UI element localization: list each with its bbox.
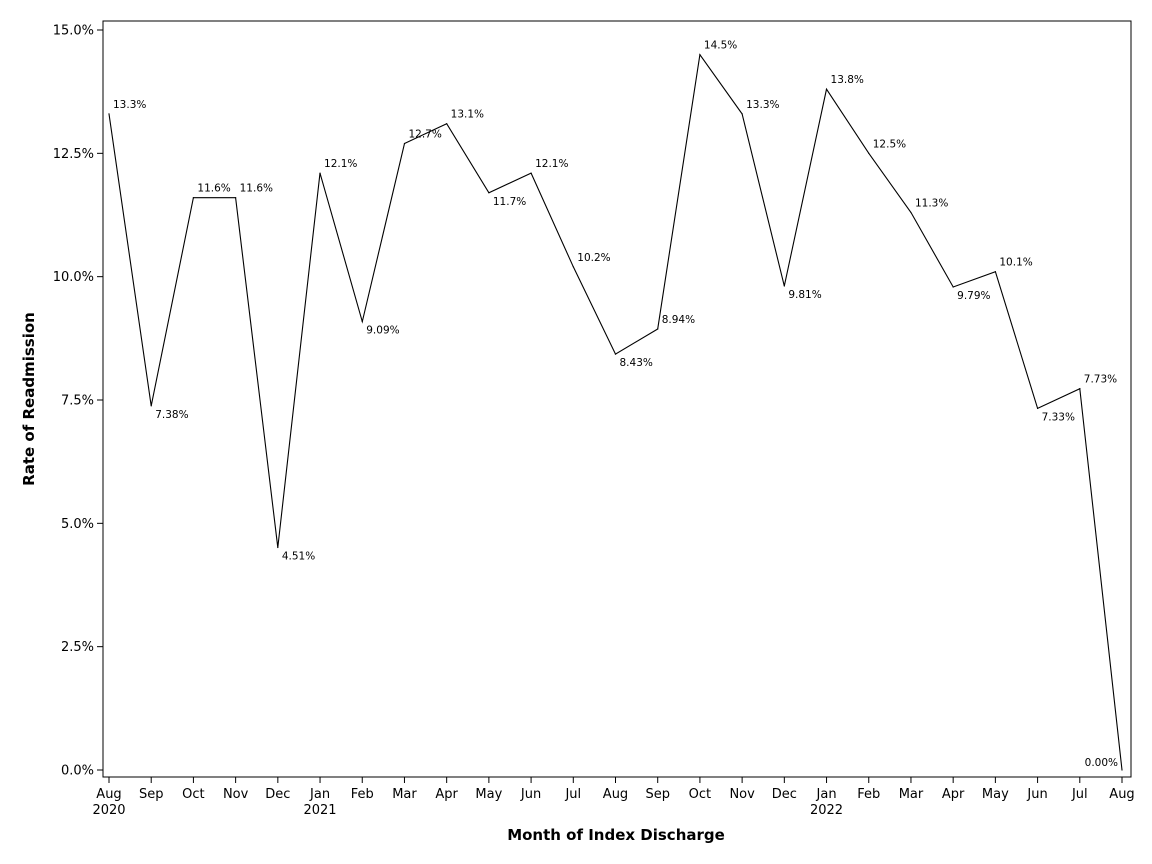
x-year-label: 2021 xyxy=(303,803,336,818)
x-tick-label: Jan xyxy=(309,787,330,802)
data-point xyxy=(530,172,532,174)
data-point xyxy=(108,113,110,115)
data-point xyxy=(361,320,363,323)
data-label: 9.81% xyxy=(788,289,821,301)
x-tick-label: Nov xyxy=(223,787,249,802)
data-label: 7.73% xyxy=(1084,374,1117,386)
data-label: 10.2% xyxy=(577,252,610,264)
x-tick-label: Jul xyxy=(1071,787,1088,802)
data-point xyxy=(994,271,996,273)
x-tick-label: Aug xyxy=(96,787,121,802)
y-tick-label: 0.0% xyxy=(61,764,94,779)
data-label: 9.09% xyxy=(366,325,399,337)
data-label: 7.33% xyxy=(1042,411,1075,423)
data-point xyxy=(741,113,743,115)
data-label: 12.1% xyxy=(324,158,357,170)
x-axis-title: Month of Index Discharge xyxy=(507,826,725,844)
data-label: 9.79% xyxy=(957,290,990,302)
data-point xyxy=(572,266,574,268)
data-point xyxy=(403,142,406,145)
data-point xyxy=(783,285,785,287)
x-tick-label: Aug xyxy=(603,787,628,802)
y-tick-label: 2.5% xyxy=(61,640,94,655)
data-label: 12.1% xyxy=(535,158,568,170)
series-readmission-rate xyxy=(108,53,1123,771)
y-tick-label: 7.5% xyxy=(61,394,94,409)
data-point xyxy=(699,54,701,56)
x-tick-label: Aug xyxy=(1109,787,1134,802)
data-point xyxy=(277,546,279,549)
y-tick-label: 5.0% xyxy=(61,517,94,532)
data-label: 13.8% xyxy=(831,74,864,86)
data-label: 4.51% xyxy=(282,551,315,563)
x-tick-label: Sep xyxy=(139,787,164,802)
data-point xyxy=(825,88,828,90)
x-tick-label: Dec xyxy=(265,787,290,802)
data-point xyxy=(1036,407,1039,409)
data-point xyxy=(319,172,321,174)
y-tick-label: 15.0% xyxy=(53,24,94,39)
x-tick-label: Mar xyxy=(392,787,417,802)
y-axis-title: Rate of Readmission xyxy=(20,312,38,486)
data-point xyxy=(657,328,659,330)
data-point xyxy=(614,353,617,355)
y-axis: 0.0% 2.5% 5.0% 7.5% 10.0% 12.5% 15.0% xyxy=(53,24,103,779)
y-tick-label: 12.5% xyxy=(53,147,94,162)
data-label: 11.7% xyxy=(493,196,526,208)
data-label: 12.5% xyxy=(873,138,906,150)
x-tick-label: Dec xyxy=(772,787,797,802)
data-point xyxy=(150,405,152,407)
x-tick-label: Feb xyxy=(351,787,374,802)
data-label: 0.00% xyxy=(1085,757,1118,769)
x-tick-label: Feb xyxy=(857,787,880,802)
x-axis: Aug Sep Oct Nov Dec Jan Feb Mar Apr May Jun Jul Aug S… xyxy=(92,777,1135,818)
data-label: 10.1% xyxy=(999,257,1032,269)
x-tick-label: Oct xyxy=(182,787,204,802)
data-label: 13.3% xyxy=(113,99,146,111)
data-label: 8.43% xyxy=(620,357,653,369)
data-point xyxy=(952,286,954,288)
data-label: 11.3% xyxy=(915,198,948,210)
x-year-label: 2020 xyxy=(92,803,125,818)
plot-frame xyxy=(102,20,1132,778)
x-tick-label: Apr xyxy=(435,787,458,802)
x-tick-label: Jan xyxy=(816,787,837,802)
x-tick-label: Nov xyxy=(729,787,755,802)
data-label: 8.94% xyxy=(662,314,695,326)
data-label: 11.6% xyxy=(240,183,273,195)
data-label: 7.38% xyxy=(155,409,188,421)
x-tick-label: Oct xyxy=(689,787,711,802)
x-tick-label: May xyxy=(475,787,502,802)
data-label: 13.3% xyxy=(746,99,779,111)
x-tick-label: Apr xyxy=(942,787,965,802)
series-line xyxy=(108,53,1123,771)
data-point xyxy=(488,192,490,194)
data-label: 12.7% xyxy=(408,128,441,140)
data-point xyxy=(446,123,448,125)
data-label: 14.5% xyxy=(704,40,737,52)
data-point xyxy=(1121,769,1123,771)
x-tick-label: Jul xyxy=(564,787,581,802)
data-point xyxy=(235,197,237,199)
data-labels: 13.3% 7.38% 11.6% 11.6% 4.51% 12.1% 9.09% 12.7%… xyxy=(113,40,1118,769)
data-label: 11.6% xyxy=(197,183,230,195)
x-tick-label: May xyxy=(982,787,1009,802)
y-tick-label: 10.0% xyxy=(53,270,94,285)
x-year-label: 2022 xyxy=(810,803,843,818)
data-point xyxy=(910,211,912,214)
data-point xyxy=(1079,388,1081,390)
data-point xyxy=(192,197,195,199)
x-tick-label: Sep xyxy=(645,787,670,802)
data-label: 13.1% xyxy=(451,109,484,121)
x-tick-label: Mar xyxy=(899,787,924,802)
x-tick-label: Jun xyxy=(1026,787,1047,802)
x-tick-label: Jun xyxy=(520,787,541,802)
data-point xyxy=(868,152,870,154)
